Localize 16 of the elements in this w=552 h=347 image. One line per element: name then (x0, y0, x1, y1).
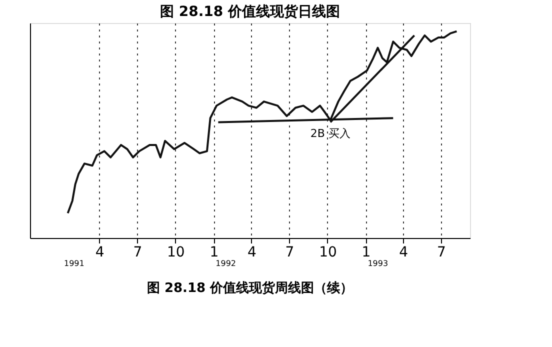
caption: 图 28.18 价值线现货周线图（续） (146, 280, 354, 296)
x-tick-label: 4 (95, 244, 104, 260)
x-tick-label: 7 (133, 244, 142, 260)
x-tick-label: 4 (399, 244, 408, 260)
x-tick-label: 10 (319, 244, 337, 260)
text: 1992 (216, 259, 236, 268)
x-tick-label: 7 (285, 244, 294, 260)
annotation: 2B 买入 (310, 127, 350, 140)
text: 1991 (64, 259, 84, 268)
x-tick-label: 10 (167, 244, 185, 260)
x-tick-label: 7 (436, 244, 446, 260)
x-tick-label: 1 (210, 244, 219, 260)
chart-title: 图 28.18 价值线现货日线图 (160, 4, 340, 20)
x-tick-label: 1 (362, 244, 371, 260)
x-tick-label: 4 (247, 244, 256, 260)
text: 1993 (368, 259, 388, 268)
